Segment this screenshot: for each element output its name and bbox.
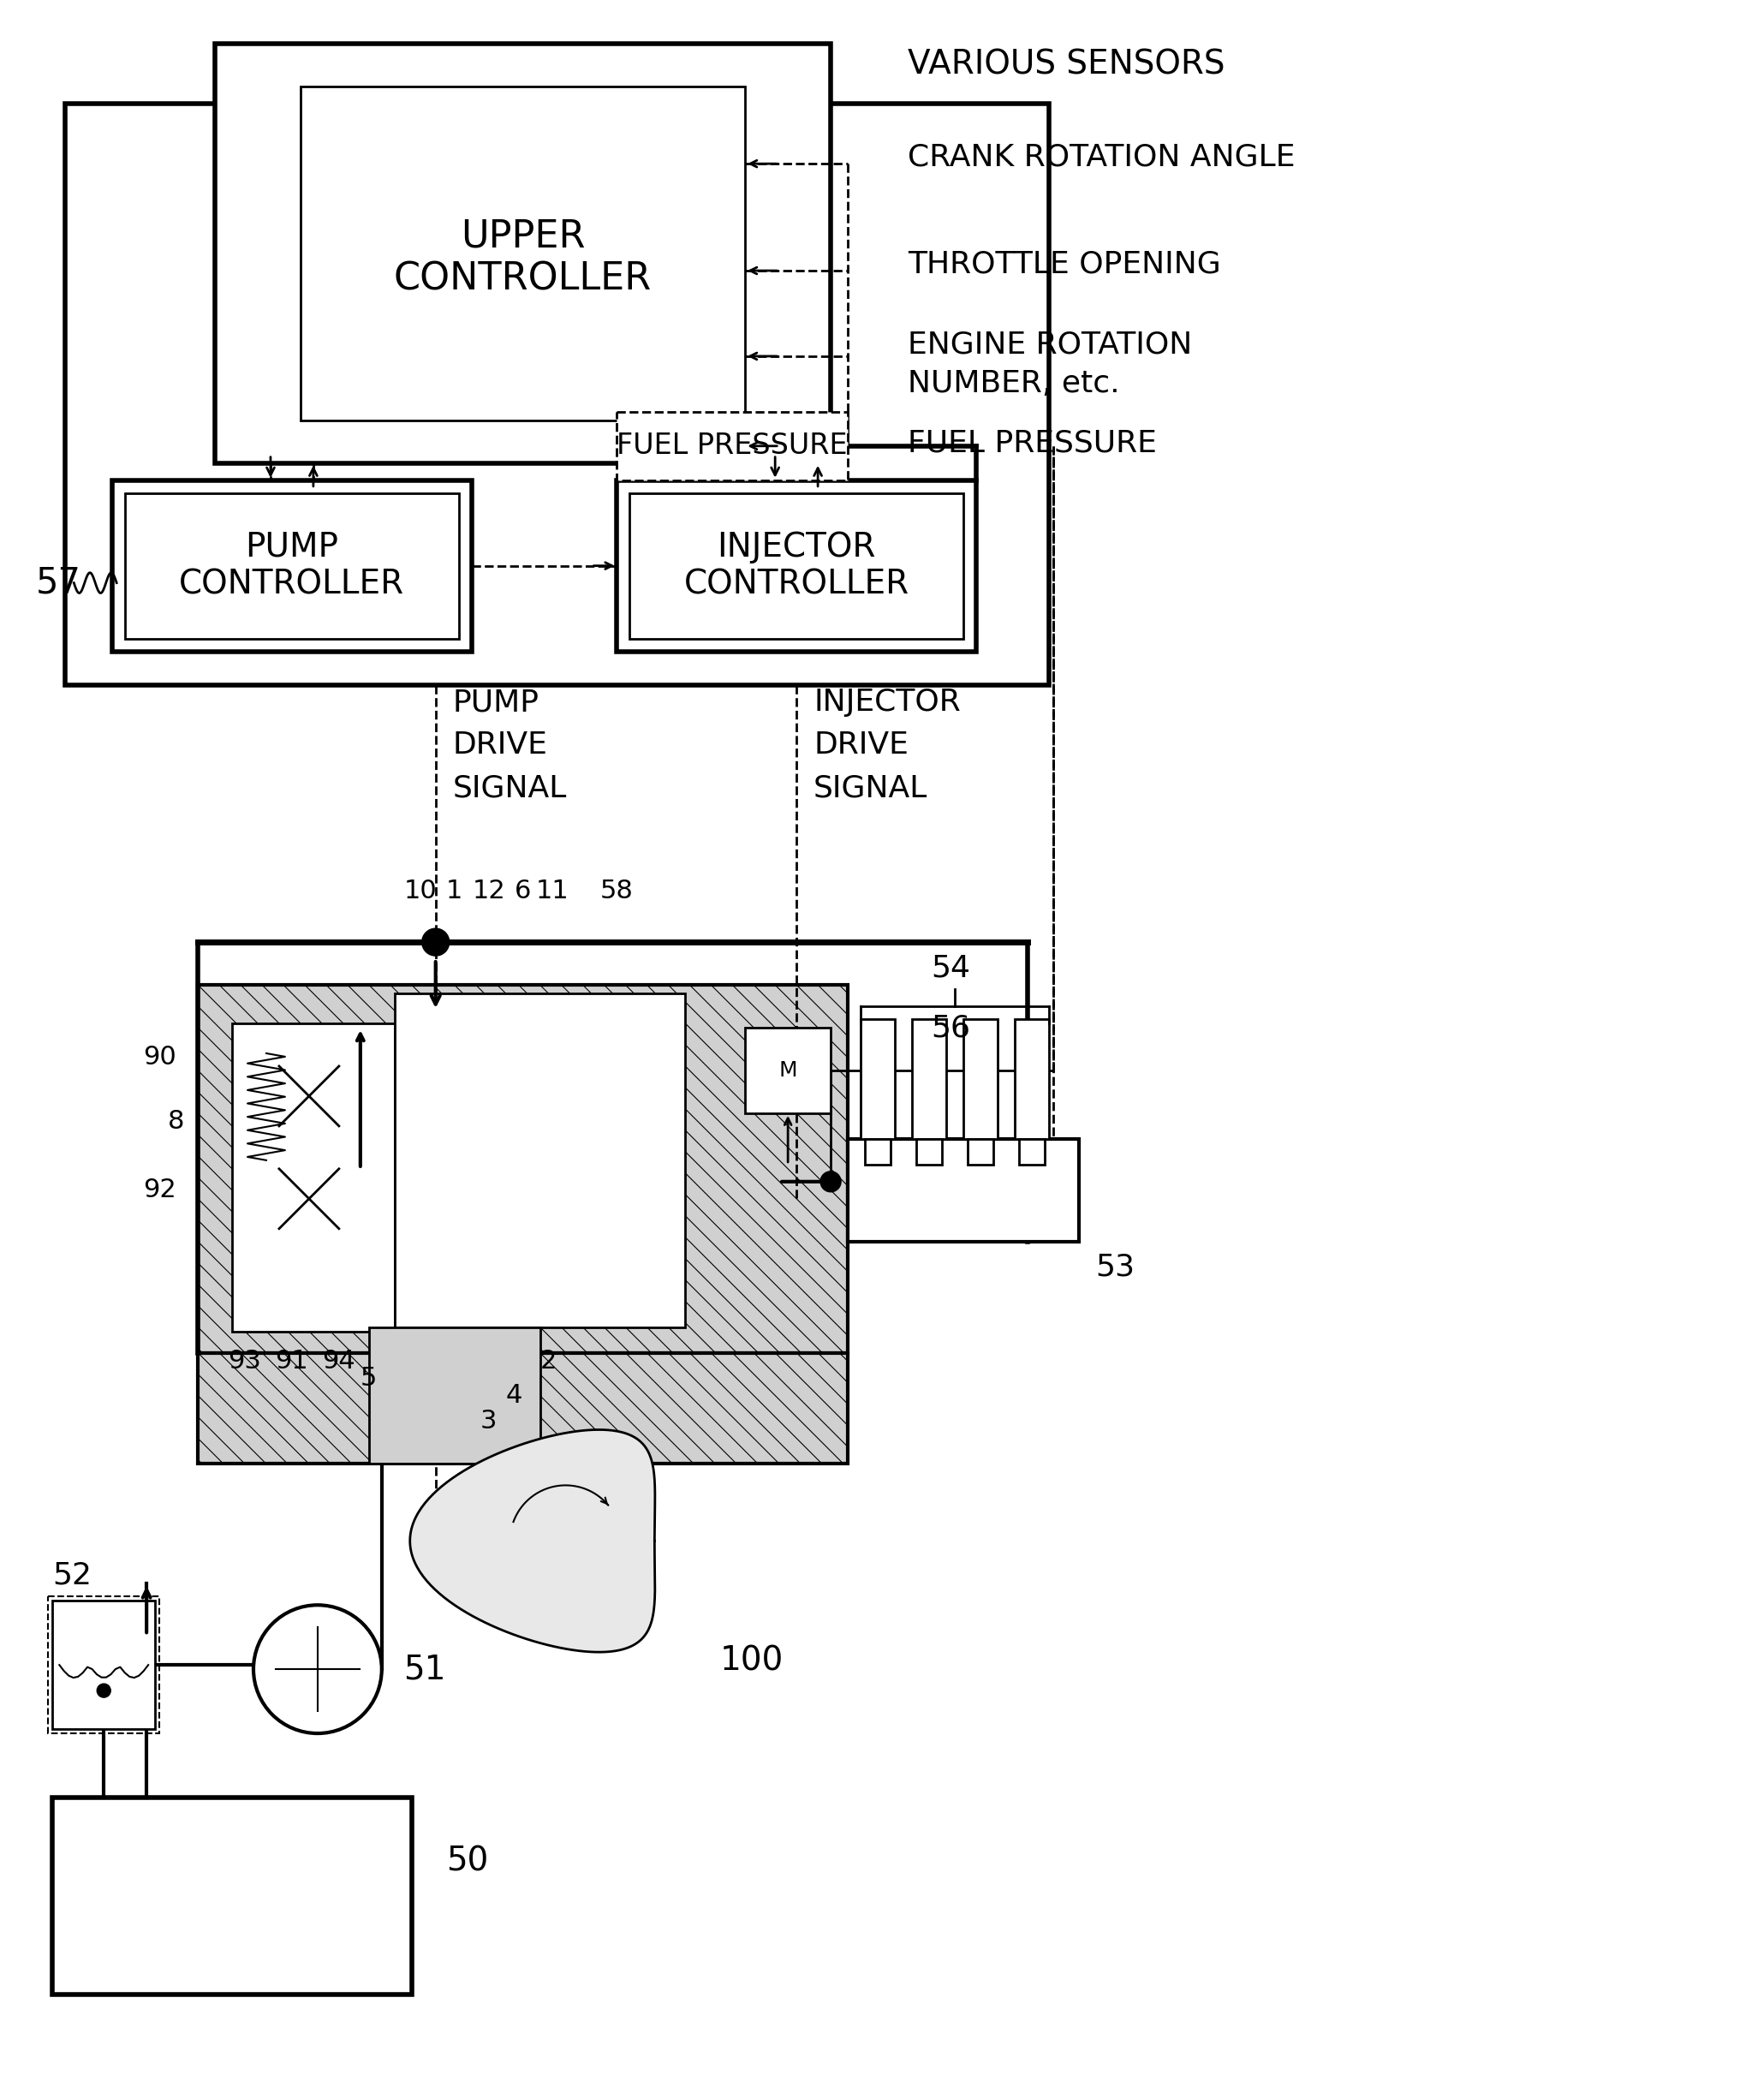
Text: PUMP: PUMP <box>453 689 540 718</box>
Text: DRIVE: DRIVE <box>813 730 908 759</box>
Bar <box>916 1139 942 1164</box>
Bar <box>215 44 831 463</box>
Text: 53: 53 <box>1095 1253 1136 1282</box>
Bar <box>300 87 744 421</box>
Bar <box>1020 1139 1044 1164</box>
Text: 6: 6 <box>515 878 531 903</box>
Text: FUEL PRESSURE: FUEL PRESSURE <box>908 430 1157 459</box>
Text: 94: 94 <box>323 1349 356 1374</box>
Text: VARIOUS SENSORS: VARIOUS SENSORS <box>908 48 1224 81</box>
Text: 58: 58 <box>600 878 633 903</box>
Bar <box>967 1139 993 1164</box>
Text: THROTTLE OPENING: THROTTLE OPENING <box>908 249 1221 278</box>
Bar <box>744 1027 831 1112</box>
Text: 8: 8 <box>168 1110 185 1135</box>
Bar <box>53 1600 155 1728</box>
Text: 100: 100 <box>720 1643 783 1677</box>
Bar <box>848 1139 1078 1241</box>
Text: SIGNAL: SIGNAL <box>453 774 566 803</box>
Bar <box>864 1139 891 1164</box>
Text: 50: 50 <box>446 1845 489 1878</box>
Bar <box>861 1019 894 1139</box>
Bar <box>963 1019 997 1139</box>
Text: 91: 91 <box>275 1349 309 1374</box>
Bar <box>912 1019 946 1139</box>
Bar <box>198 986 848 1353</box>
Text: CRANK ROTATION ANGLE: CRANK ROTATION ANGLE <box>908 143 1295 172</box>
Text: 51: 51 <box>404 1654 446 1685</box>
Text: UPPER
CONTROLLER: UPPER CONTROLLER <box>393 218 653 297</box>
Bar <box>198 986 848 1353</box>
Text: 93: 93 <box>228 1349 261 1374</box>
Bar <box>48 1596 159 1733</box>
Polygon shape <box>409 1430 654 1652</box>
Text: INJECTOR
CONTROLLER: INJECTOR CONTROLLER <box>684 531 908 602</box>
Text: 56: 56 <box>931 1013 970 1042</box>
Circle shape <box>422 928 450 957</box>
Bar <box>1014 1019 1050 1139</box>
Text: ENGINE ROTATION: ENGINE ROTATION <box>908 330 1192 359</box>
Text: 3: 3 <box>480 1409 497 1434</box>
Text: PUMP
CONTROLLER: PUMP CONTROLLER <box>180 531 404 602</box>
Bar <box>369 1328 540 1465</box>
Text: DRIVE: DRIVE <box>453 730 547 759</box>
Text: 10: 10 <box>404 878 437 903</box>
Bar <box>198 1353 848 1465</box>
Text: SIGNAL: SIGNAL <box>813 774 928 803</box>
Text: 11: 11 <box>536 878 570 903</box>
Bar <box>395 994 686 1328</box>
Text: 4: 4 <box>506 1384 522 1409</box>
Bar <box>113 479 471 652</box>
Text: 1: 1 <box>446 878 462 903</box>
Text: FUEL PRESSURE: FUEL PRESSURE <box>617 432 848 461</box>
Text: 57: 57 <box>35 564 81 602</box>
Bar <box>65 104 1050 685</box>
Bar <box>630 494 963 639</box>
Bar <box>233 1023 395 1332</box>
Text: 54: 54 <box>931 952 970 981</box>
Text: 92: 92 <box>143 1179 176 1203</box>
Bar <box>617 479 975 652</box>
Text: 12: 12 <box>473 878 505 903</box>
Text: M: M <box>778 1060 797 1081</box>
Circle shape <box>97 1683 111 1697</box>
Circle shape <box>254 1606 381 1733</box>
Text: INJECTOR: INJECTOR <box>813 689 961 718</box>
Text: 2: 2 <box>540 1349 557 1374</box>
Bar <box>53 1797 411 1994</box>
Bar <box>125 494 459 639</box>
Text: 52: 52 <box>53 1560 92 1589</box>
Text: NUMBER, etc.: NUMBER, etc. <box>908 369 1120 398</box>
Circle shape <box>820 1172 841 1191</box>
Text: 5: 5 <box>360 1365 377 1390</box>
Bar <box>617 411 848 479</box>
Text: 90: 90 <box>143 1046 176 1071</box>
